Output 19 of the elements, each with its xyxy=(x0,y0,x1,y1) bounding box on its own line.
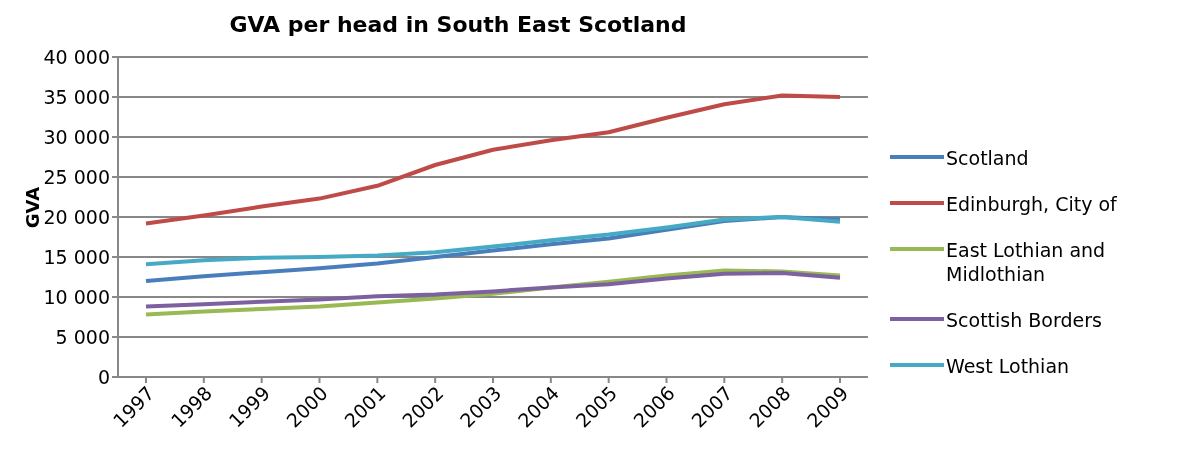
y-tick-label: 35 000 xyxy=(43,85,110,108)
legend-label: Scotland xyxy=(946,146,1029,170)
y-tick-label: 40 000 xyxy=(43,45,110,68)
y-tick-label: 5 000 xyxy=(55,325,110,348)
y-axis-title: GVA xyxy=(22,186,44,229)
chart-title: GVA per head in South East Scotland xyxy=(228,11,688,37)
legend-label: East Lothian and Midlothian xyxy=(946,238,1107,286)
legend-label: Scottish Borders xyxy=(946,308,1102,332)
y-tick-label: 25 000 xyxy=(43,165,110,188)
line-series xyxy=(144,93,842,226)
y-tick-label: 30 000 xyxy=(43,125,110,148)
y-tick-label: 20 000 xyxy=(43,205,110,228)
legend-label: West Lothian xyxy=(946,354,1070,378)
line-series xyxy=(144,215,842,267)
legend-label: Edinburgh, City of xyxy=(946,192,1117,216)
y-tick-label: 15 000 xyxy=(43,245,110,268)
line-series xyxy=(144,271,842,309)
y-tick-label: 10 000 xyxy=(43,285,110,308)
y-tick-label: 0 xyxy=(97,365,110,388)
